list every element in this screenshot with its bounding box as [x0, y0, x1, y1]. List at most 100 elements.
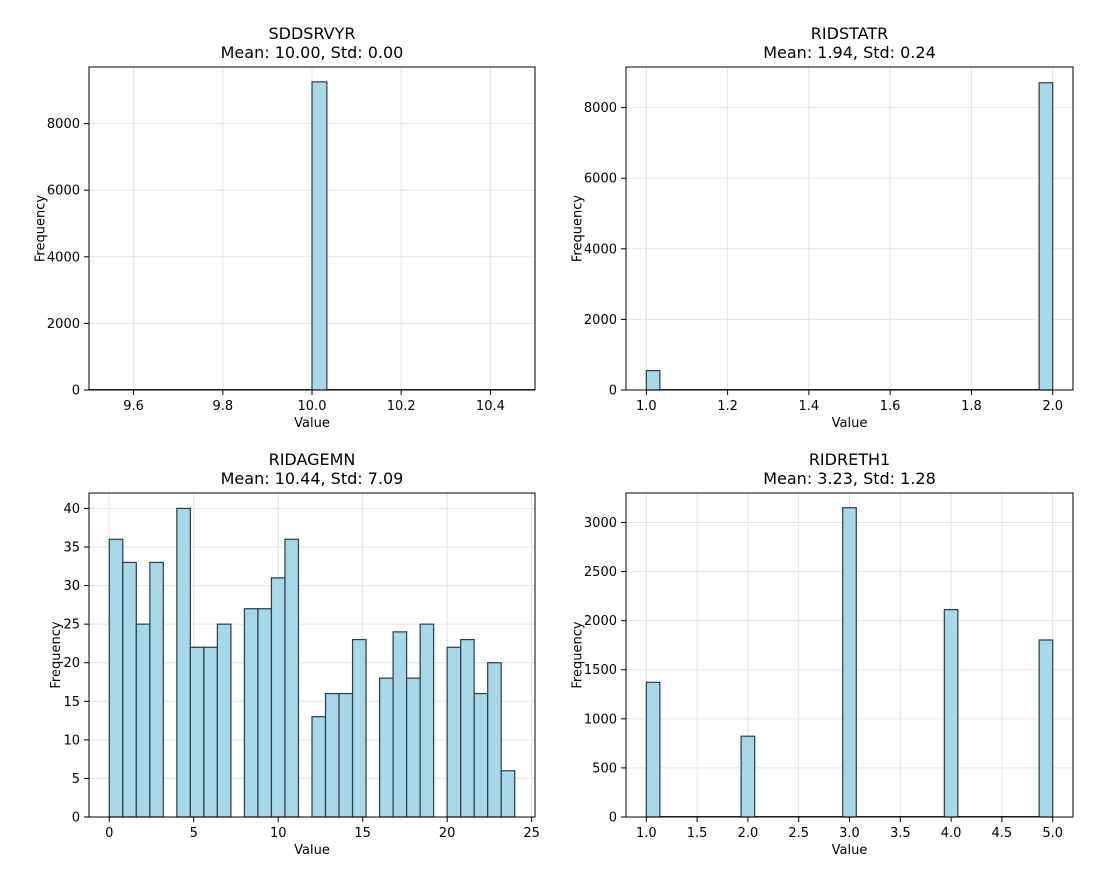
x-tick-label: 1.0 — [636, 826, 657, 841]
y-tick-label: 1000 — [584, 712, 617, 727]
bar — [203, 646, 218, 818]
bar — [257, 608, 273, 818]
x-tick-label: 0 — [105, 826, 113, 841]
y-tick-label: 3000 — [584, 516, 617, 531]
bar — [176, 507, 191, 818]
bar — [284, 538, 300, 818]
x-tick-label: 4.5 — [992, 826, 1013, 841]
y-tick-label: 5 — [72, 772, 80, 787]
bar — [135, 623, 151, 818]
plot-frame — [625, 66, 1074, 391]
bar — [473, 692, 489, 818]
bar — [189, 646, 205, 818]
y-tick-label: 8000 — [584, 101, 617, 116]
y-tick-label: 25 — [63, 618, 80, 633]
x-tick-label: 1.5 — [687, 826, 708, 841]
chart-ridreth1: 1.0 1.5 2.0 2.5 3.0 3.5 4.0 4.5 5.0 0 500 1000 1500 2… — [571, 450, 1074, 858]
y-axis-label: Frequency — [34, 195, 49, 262]
bar — [378, 677, 394, 818]
bar — [1038, 82, 1054, 391]
plot-frame — [88, 492, 536, 818]
y-tick-label: 30 — [63, 579, 80, 594]
bar — [351, 638, 367, 818]
y-tick-label: 8000 — [47, 117, 80, 132]
y-tick-label: 0 — [609, 811, 617, 826]
y-tick-label: 2000 — [47, 317, 80, 332]
y-tick-label: 0 — [72, 384, 80, 399]
chart-subtitle: Mean: 3.23, Std: 1.28 — [763, 469, 936, 488]
chart-ridagemn: 0 5 10 15 20 25 0 5 10 15 20 25 30 35 40 Value Frequency… — [49, 450, 540, 858]
bar — [311, 716, 327, 818]
bar — [122, 561, 137, 818]
x-tick-label: 1.0 — [636, 399, 657, 414]
bar — [645, 369, 661, 391]
x-tick-label: 10.4 — [476, 399, 505, 414]
y-axis-label: Frequency — [571, 621, 586, 688]
bar — [311, 81, 328, 391]
y-tick-label: 4000 — [584, 242, 617, 257]
x-tick-label: 2.5 — [788, 826, 809, 841]
x-tick-label: 9.6 — [123, 399, 144, 414]
chart-title: SDDSRVYR — [268, 24, 355, 43]
x-tick-label: 5.0 — [1042, 826, 1063, 841]
bar — [108, 538, 124, 818]
y-tick-label: 2000 — [584, 313, 617, 328]
y-axis-label: Frequency — [49, 621, 64, 688]
x-tick-label: 9.8 — [212, 399, 233, 414]
bar — [460, 638, 475, 818]
x-axis-label: Value — [832, 843, 868, 858]
bar — [487, 662, 502, 818]
x-tick-label: 3.5 — [890, 826, 911, 841]
chart-subtitle: Mean: 1.94, Std: 0.24 — [763, 43, 936, 62]
y-tick-label: 20 — [63, 656, 80, 671]
chart-sddsrvyr: 9.6 9.8 10.0 10.2 10.4 0 2000 4000 6000 8000 Value… — [34, 24, 536, 431]
x-tick-label: 10 — [270, 826, 287, 841]
bar — [645, 681, 661, 818]
y-tick-label: 6000 — [584, 172, 617, 187]
y-tick-label: 15 — [63, 695, 80, 710]
y-tick-label: 0 — [609, 384, 617, 399]
y-tick-label: 35 — [63, 541, 80, 556]
bar — [338, 692, 354, 818]
y-tick-label: 500 — [592, 761, 617, 776]
chart-subtitle: Mean: 10.00, Std: 0.00 — [221, 43, 404, 62]
x-axis-label: Value — [294, 416, 330, 431]
y-tick-label: 6000 — [47, 184, 80, 199]
bar — [324, 692, 340, 818]
x-tick-label: 2.0 — [738, 826, 759, 841]
y-tick-label: 40 — [63, 502, 80, 517]
chart-subtitle: Mean: 10.44, Std: 7.09 — [221, 469, 404, 488]
bar — [446, 646, 462, 818]
x-tick-label: 1.6 — [880, 399, 901, 414]
bar — [392, 631, 408, 818]
y-tick-label: 2500 — [584, 565, 617, 580]
bar — [149, 561, 164, 818]
x-axis-label: Value — [832, 416, 868, 431]
bar — [243, 608, 259, 818]
bar — [406, 677, 421, 818]
chart-ridstatr: 1.0 1.2 1.4 1.6 1.8 2.0 0 2000 4000 6000 8000 Value… — [571, 24, 1074, 431]
bar — [943, 609, 959, 818]
x-axis-label: Value — [294, 843, 330, 858]
x-tick-label: 2.0 — [1042, 399, 1063, 414]
x-tick-label: 1.8 — [961, 399, 982, 414]
y-tick-label: 4000 — [47, 250, 80, 265]
bar — [270, 577, 286, 818]
x-tick-label: 15 — [354, 826, 371, 841]
y-tick-label: 0 — [72, 811, 80, 826]
x-tick-label: 1.4 — [799, 399, 820, 414]
bar — [842, 507, 857, 818]
bar — [740, 735, 756, 818]
y-tick-label: 10 — [63, 733, 80, 748]
x-tick-label: 4.0 — [941, 826, 962, 841]
bar — [1038, 639, 1054, 818]
chart-title: RIDAGEMN — [269, 450, 356, 469]
bar — [216, 623, 232, 818]
y-tick-label: 2000 — [584, 614, 617, 629]
x-tick-label: 5 — [190, 826, 198, 841]
x-tick-label: 10.2 — [387, 399, 416, 414]
y-tick-label: 1500 — [584, 663, 617, 678]
bar — [419, 623, 435, 818]
chart-title: RIDSTATR — [811, 24, 888, 43]
